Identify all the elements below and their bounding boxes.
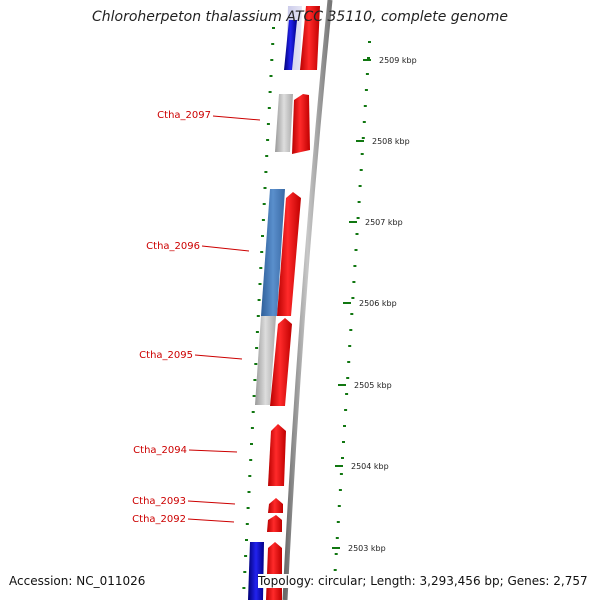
cds-arrow	[300, 6, 320, 70]
gene-leader-line	[187, 518, 235, 523]
blast-hit-strong	[248, 542, 264, 600]
cds-arrow	[268, 498, 283, 513]
gene-label[interactable]: Ctha_2092	[132, 514, 186, 525]
gene-leader-line	[188, 449, 238, 453]
blast-hit-strong	[284, 20, 297, 70]
blast-hit-weak	[275, 94, 293, 152]
gene-leader-line	[194, 354, 243, 360]
topology-text: Topology: circular; Length: 3,293,456 bp…	[258, 574, 590, 588]
cds-arrow	[267, 515, 282, 532]
blast-hit-medium	[261, 189, 285, 316]
gene-labels: Ctha_2097 Ctha_2096 Ctha_2095 Ctha_2094 …	[132, 110, 261, 525]
map-title: Chloroherpeton thalassium ATCC 35110, co…	[92, 9, 508, 25]
cds-features	[266, 6, 320, 600]
gene-label[interactable]: Ctha_2095	[139, 350, 193, 361]
kbp-scale: 2509 kbp 2508 kbp 2507 kbp 2506 kbp 2505…	[332, 56, 417, 553]
gene-label[interactable]: Ctha_2093	[132, 496, 186, 507]
cds-arrow	[266, 542, 282, 600]
cds-arrow	[292, 94, 310, 154]
cds-arrow	[268, 424, 286, 486]
cds-arrow	[277, 192, 301, 316]
gene-label[interactable]: Ctha_2096	[146, 241, 200, 252]
blast-hit-weak	[255, 316, 276, 405]
accession-text: Accession: NC_011026	[9, 574, 146, 588]
gene-leader-line	[187, 500, 236, 505]
kbp-label: 2506 kbp	[359, 299, 397, 308]
backbone-arc	[282, 0, 333, 600]
kbp-label: 2503 kbp	[348, 544, 386, 553]
gene-leader-line	[201, 245, 250, 252]
kbp-label: 2505 kbp	[354, 381, 392, 390]
cds-arrow	[270, 318, 292, 406]
tick-marks	[242, 27, 371, 589]
kbp-label: 2509 kbp	[379, 56, 417, 65]
kbp-label: 2504 kbp	[351, 462, 389, 471]
gene-label[interactable]: Ctha_2097	[157, 110, 211, 121]
kbp-label: 2508 kbp	[372, 137, 410, 146]
gene-label[interactable]: Ctha_2094	[133, 445, 187, 456]
gene-leader-line	[212, 115, 261, 121]
kbp-label: 2507 kbp	[365, 218, 403, 227]
blast-hits	[248, 6, 302, 600]
